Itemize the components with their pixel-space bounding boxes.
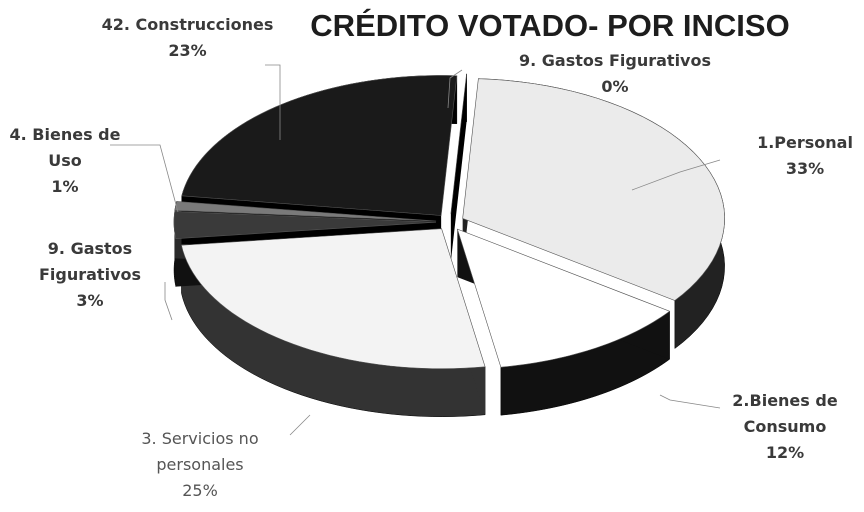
data-label: 4. Bienes de Uso 1% [0,122,130,200]
leader-line [265,64,281,140]
pie-slice-wall [450,73,467,262]
label-name: 42. Construcciones [101,15,274,34]
label-name: 4. Bienes de Uso [9,125,121,170]
leader-line [110,144,179,213]
data-label: 3. Servicios no personales 25% [100,426,300,504]
label-value: 3% [76,291,104,310]
label-value: 23% [168,41,207,60]
leader-line [289,414,311,436]
leader-line [631,159,721,191]
label-name: 2.Bienes de Consumo [732,391,838,436]
label-value: 25% [182,481,218,500]
pie-slice [456,228,671,368]
label-value: 12% [765,443,805,462]
label-name: 3. Servicios no personales [141,429,259,474]
leader-line [447,69,463,109]
pie-slice [181,75,458,216]
pie-slice [462,78,725,301]
leader-line [164,282,173,321]
pie-slice [181,228,486,370]
label-value: 33% [785,159,825,178]
pie-slice [174,201,437,222]
data-label: 42. Construcciones 23% [100,12,275,64]
label-value: 1% [51,177,79,196]
data-label: 9. Gastos Figurativos 0% [470,48,760,100]
data-label: 9. Gastos Figurativos 3% [20,236,160,314]
label-name: 9. Gastos Figurativos [38,239,142,284]
label-name: 9. Gastos Figurativos [519,51,711,70]
data-label: 2.Bienes de Consumo 12% [700,388,864,466]
chart-title: CRÉDITO VOTADO- POR INCISO [310,8,790,43]
label-value: 0% [601,77,629,96]
leader-line [659,394,721,409]
pie-slice [173,211,437,239]
label-name: 1.Personal [757,133,853,152]
data-label: 1.Personal 33% [740,130,864,182]
